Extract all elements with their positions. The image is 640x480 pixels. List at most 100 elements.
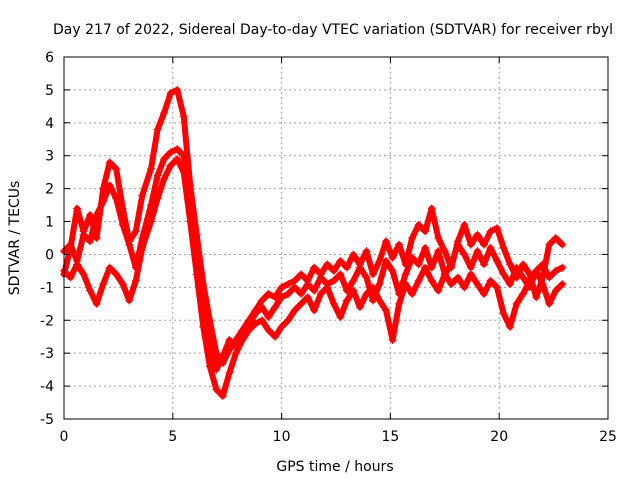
data-point <box>179 112 188 121</box>
data-point <box>499 309 508 318</box>
data-point <box>160 174 169 183</box>
data-point <box>225 368 234 377</box>
data-point <box>264 326 273 335</box>
data-point <box>545 273 554 282</box>
y-tick-label: -4 <box>40 379 54 395</box>
data-point <box>290 283 299 292</box>
data-point <box>453 240 462 249</box>
y-tick-label: 6 <box>45 50 54 66</box>
data-point <box>401 280 410 289</box>
data-point <box>408 253 417 262</box>
data-point <box>105 158 114 167</box>
data-point <box>447 260 456 269</box>
x-tick-label: 0 <box>60 429 69 445</box>
data-point <box>160 108 169 117</box>
data-point <box>310 286 319 295</box>
y-tick-label: -1 <box>40 280 54 296</box>
data-point <box>382 306 391 315</box>
y-tick-label: 2 <box>45 182 54 198</box>
data-point <box>349 286 358 295</box>
data-point <box>362 247 371 256</box>
data-point <box>297 289 306 298</box>
data-point <box>147 164 156 173</box>
tick-layer: 0 5 10 15 20 25 -5 -4 -3 -2 -1 0 1 2 3 4 5 6 <box>40 50 617 445</box>
data-point <box>153 125 162 134</box>
data-point <box>277 293 286 302</box>
data-point <box>99 280 108 289</box>
data-point <box>147 217 156 226</box>
data-point <box>362 289 371 298</box>
data-point <box>499 243 508 252</box>
data-point <box>519 260 528 269</box>
data-point <box>395 240 404 249</box>
data-point <box>558 263 567 272</box>
data-point <box>447 280 456 289</box>
data-point <box>551 234 560 242</box>
data-point <box>329 299 338 308</box>
data-point <box>271 303 280 312</box>
data-point <box>479 260 488 269</box>
y-tick-label: 4 <box>45 116 54 132</box>
data-point <box>173 85 182 94</box>
data-point <box>323 283 332 292</box>
data-point <box>349 250 358 259</box>
data-point <box>297 270 306 279</box>
data-point <box>79 230 88 239</box>
data-point <box>427 276 436 285</box>
data-point <box>382 257 391 266</box>
data-point <box>499 270 508 279</box>
data-point <box>460 250 469 259</box>
x-tick-label: 20 <box>490 429 508 445</box>
data-point <box>466 270 475 279</box>
data-point <box>73 260 82 269</box>
series-line-2 <box>61 156 566 399</box>
data-point <box>414 220 423 229</box>
data-point <box>486 243 495 252</box>
data-point <box>493 283 502 292</box>
data-point <box>131 276 140 285</box>
data-point <box>532 293 541 302</box>
data-point <box>92 299 101 308</box>
x-tick-label: 5 <box>168 429 177 445</box>
data-point <box>551 286 560 295</box>
data-point <box>421 263 430 272</box>
data-point <box>558 240 567 249</box>
data-point <box>355 263 364 272</box>
plot-frame <box>63 56 609 420</box>
data-point <box>506 280 515 289</box>
data-point <box>112 164 121 173</box>
y-tick-label: -3 <box>40 346 54 362</box>
data-point <box>218 391 227 400</box>
data-point <box>125 296 134 305</box>
data-point <box>460 283 469 292</box>
data-point <box>173 145 182 154</box>
data-point <box>506 322 515 331</box>
data-point <box>251 309 260 318</box>
y-axis-label: SDTVAR / TECUs <box>7 181 23 296</box>
data-point <box>212 385 221 394</box>
data-point <box>375 280 384 289</box>
data-point <box>105 181 114 190</box>
data-point <box>66 273 75 282</box>
data-point <box>506 260 515 269</box>
data-point <box>303 293 312 302</box>
data-point <box>512 263 521 272</box>
data-point <box>160 155 169 164</box>
data-point <box>125 240 134 249</box>
data-point <box>86 286 95 295</box>
data-point <box>277 322 286 331</box>
data-point <box>284 316 293 325</box>
data-point <box>166 161 175 170</box>
data-point <box>79 270 88 279</box>
data-point <box>466 240 475 249</box>
data-point <box>92 210 101 219</box>
data-point <box>538 280 547 289</box>
data-point <box>408 289 417 298</box>
data-point <box>205 362 214 371</box>
data-point <box>519 289 528 298</box>
data-point <box>310 263 319 272</box>
data-point <box>336 257 345 266</box>
data-point <box>401 270 410 279</box>
data-point <box>277 283 286 292</box>
